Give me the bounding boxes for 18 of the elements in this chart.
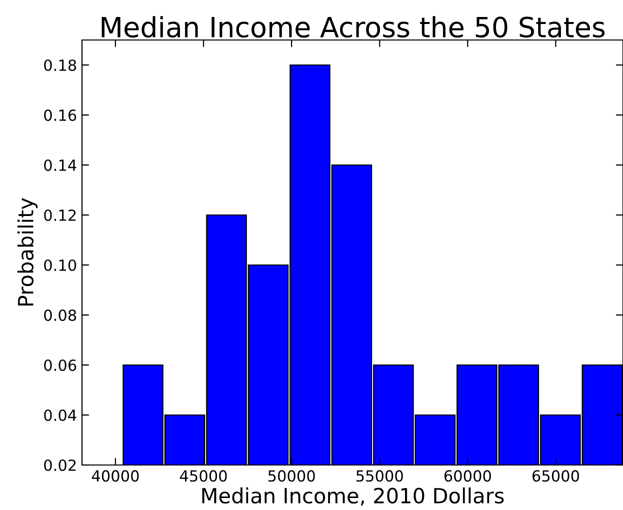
y-tick-label: 0.02 [44, 459, 76, 472]
y-tick-label: 0.18 [44, 59, 76, 72]
chart-title: Median Income Across the 50 States [102, 16, 605, 38]
x-tick-label: 65000 [532, 470, 580, 482]
y-tick-label: 0.16 [44, 109, 76, 122]
x-axis-title: Median Income, 2010 Dollars [202, 487, 504, 506]
x-tick-label: 60000 [444, 470, 491, 482]
y-tick-label: 0.08 [44, 309, 76, 322]
y-tick-label: 0.04 [44, 409, 76, 422]
x-tick-label: 55000 [356, 470, 403, 482]
y-tick-label: 0.06 [44, 359, 76, 372]
x-tick-label: 50000 [268, 470, 315, 482]
x-tick-label: 40000 [92, 470, 139, 482]
y-axis-title: Probability [17, 198, 38, 306]
x-tick-label: 45000 [180, 470, 227, 482]
y-tick-label: 0.12 [44, 209, 76, 222]
y-tick-label: 0.10 [44, 259, 76, 272]
y-tick-label: 0.14 [44, 159, 76, 172]
